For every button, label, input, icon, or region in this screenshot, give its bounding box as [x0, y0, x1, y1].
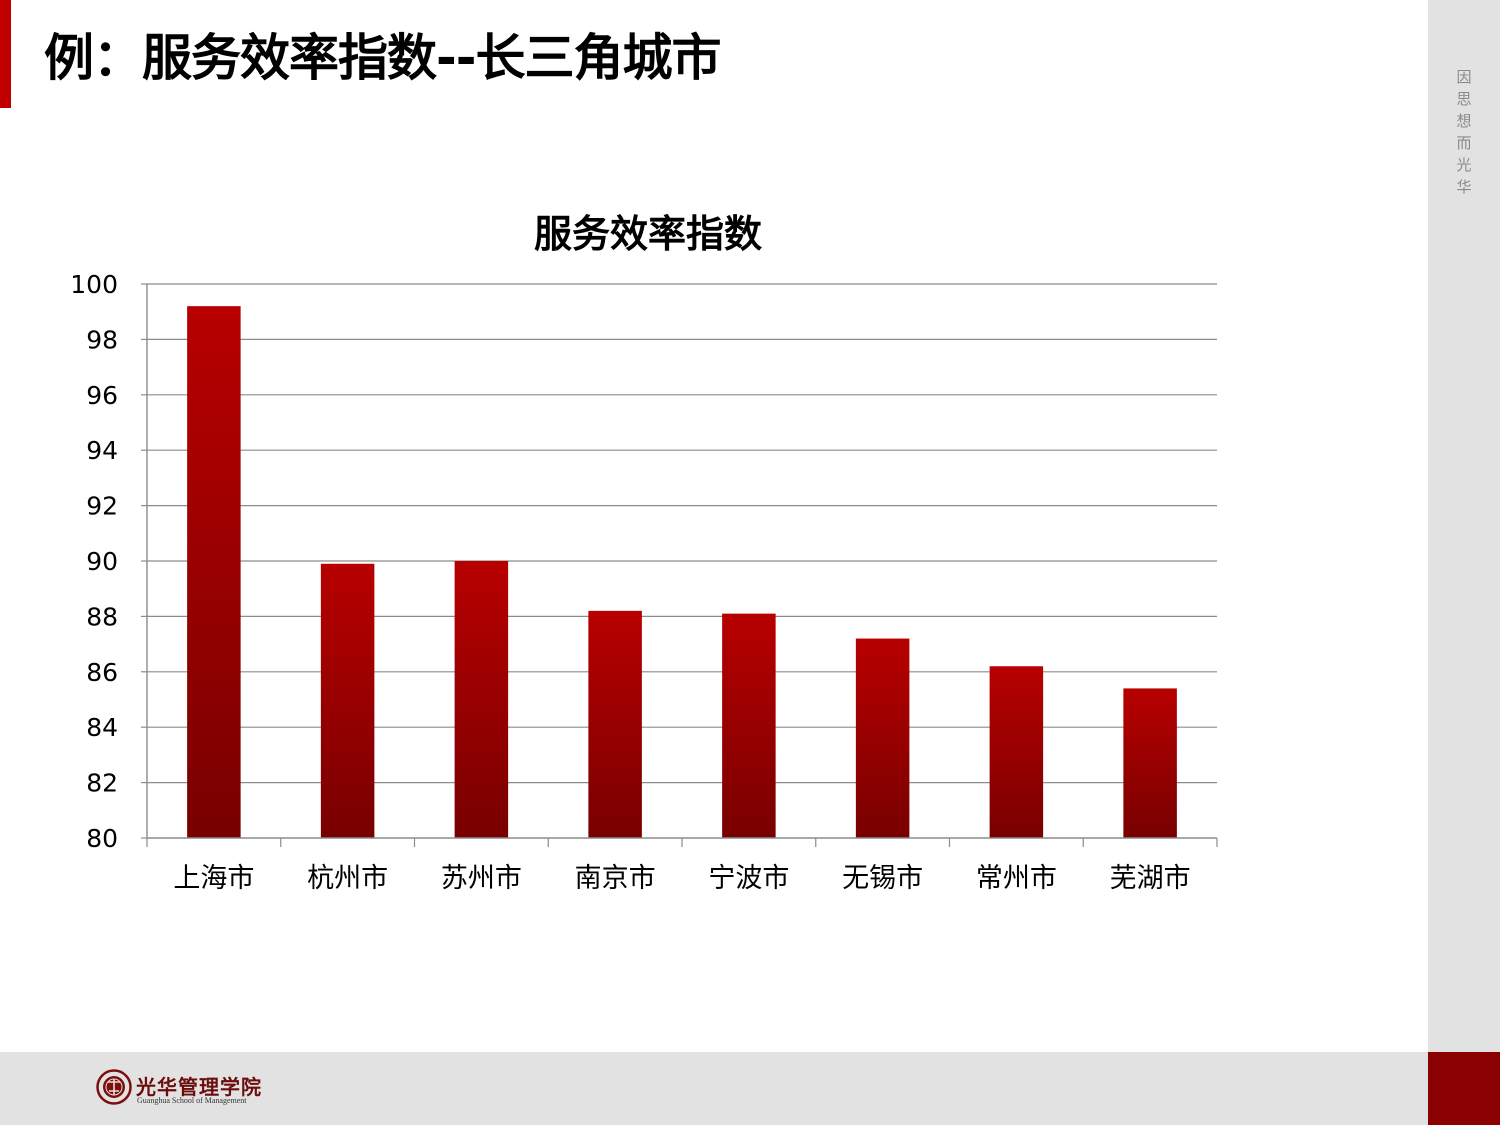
x-category-label: 无锡市 — [842, 863, 923, 894]
y-tick-label: 80 — [86, 824, 118, 853]
footer-corner-block — [1428, 1052, 1500, 1125]
slide-title: 例：服务效率指数--长三角城市 — [44, 29, 722, 87]
y-tick-label: 82 — [86, 769, 118, 798]
y-tick-label: 98 — [86, 325, 118, 354]
x-category-label: 芜湖市 — [1110, 863, 1191, 894]
y-tick-label: 94 — [86, 436, 118, 465]
bar — [722, 613, 776, 838]
school-seal-icon — [96, 1069, 132, 1105]
bar — [588, 610, 642, 838]
school-logo-text: 光华管理学院 — [136, 1075, 262, 1099]
y-tick-label: 96 — [86, 381, 118, 410]
bar — [855, 638, 910, 838]
bar — [454, 561, 509, 838]
x-category-label: 上海市 — [173, 863, 254, 894]
school-logo-english: Guanghua School of Management — [137, 1096, 247, 1105]
x-category-label: 南京市 — [575, 863, 656, 894]
x-category-label: 常州市 — [976, 863, 1057, 894]
bar — [320, 563, 375, 838]
y-tick-label: 90 — [86, 547, 118, 576]
bar — [187, 306, 241, 838]
left-accent-bar — [0, 0, 11, 108]
motto-text: 因 思 想 而 光 华 — [1456, 68, 1472, 196]
y-tick-label: 86 — [86, 658, 118, 687]
y-tick-label: 84 — [86, 713, 118, 742]
bar — [1123, 688, 1177, 838]
bar-chart: 服务效率指数 80 82 84 86 88 90 92 94 96 98 100 上海市 杭州市 苏州市 南… — [70, 212, 1218, 894]
x-category-label: 苏州市 — [441, 863, 522, 894]
chart-title: 服务效率指数 — [534, 212, 762, 256]
right-side-strip — [1428, 0, 1500, 1052]
y-tick-label: 92 — [86, 492, 118, 521]
bar — [989, 666, 1044, 838]
x-category-label: 宁波市 — [708, 863, 789, 894]
footer-bar — [0, 1052, 1428, 1125]
y-tick-label: 100 — [70, 270, 118, 299]
x-category-label: 杭州市 — [307, 863, 388, 894]
y-tick-label: 88 — [86, 602, 118, 631]
